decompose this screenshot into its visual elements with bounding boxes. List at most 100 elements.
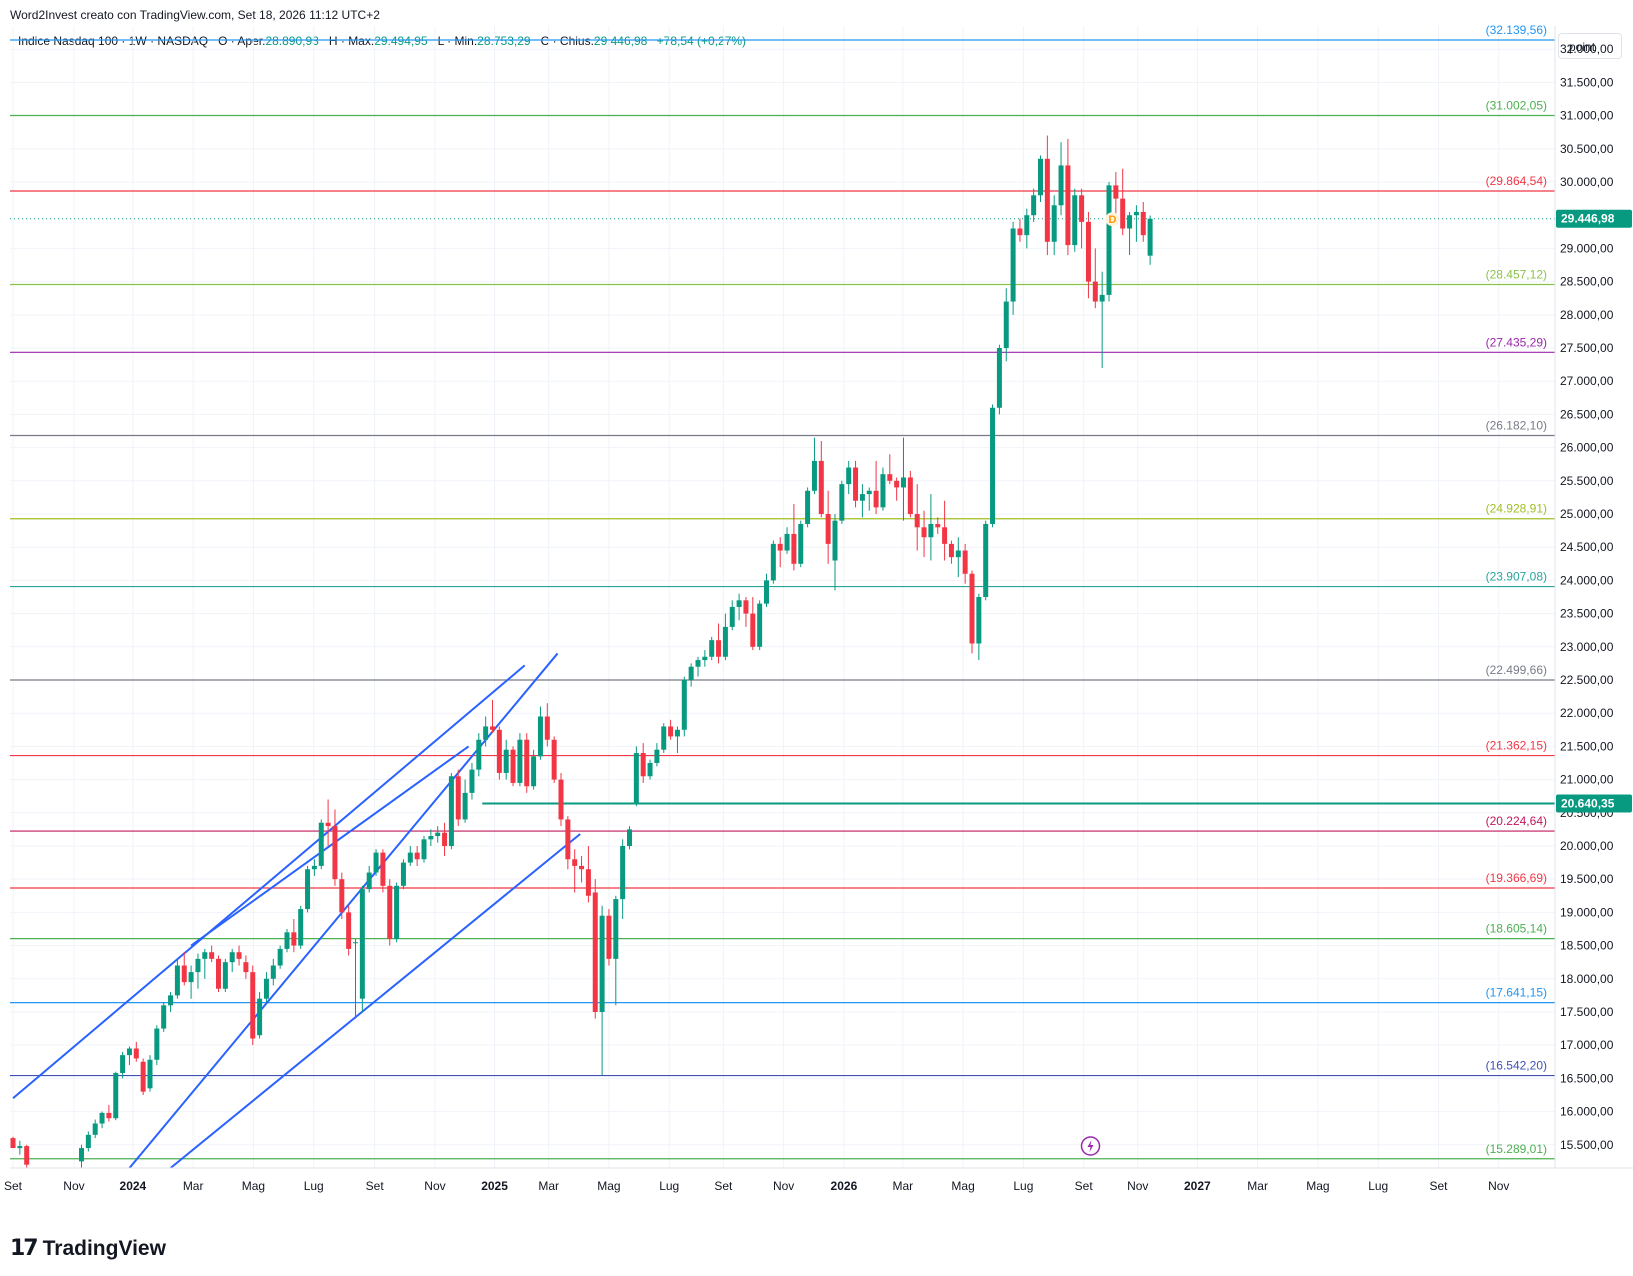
candle[interactable] — [257, 992, 263, 1039]
scale-mode-button[interactable]: point — [1558, 33, 1622, 59]
candle[interactable] — [277, 945, 283, 969]
candle[interactable] — [284, 928, 290, 953]
candle[interactable] — [209, 945, 215, 963]
candle[interactable] — [654, 743, 660, 767]
candle[interactable] — [846, 460, 852, 495]
candle[interactable] — [195, 953, 201, 989]
candle[interactable] — [750, 597, 756, 651]
candle[interactable] — [757, 600, 763, 651]
candle[interactable] — [325, 799, 331, 846]
candle[interactable] — [202, 948, 208, 979]
candle[interactable] — [770, 540, 776, 584]
candle[interactable] — [366, 865, 372, 893]
trendline[interactable] — [128, 652, 559, 1168]
candle[interactable] — [435, 826, 441, 843]
candle[interactable] — [976, 593, 982, 661]
candle[interactable] — [531, 749, 537, 790]
candle[interactable] — [866, 487, 872, 511]
candle[interactable] — [510, 746, 516, 787]
candle[interactable] — [811, 437, 817, 495]
candle[interactable] — [791, 504, 797, 571]
candle[interactable] — [1072, 188, 1078, 252]
candle[interactable] — [305, 865, 311, 913]
candle[interactable] — [263, 972, 269, 1003]
candle[interactable] — [133, 1041, 139, 1062]
candle[interactable] — [414, 845, 420, 866]
candle[interactable] — [695, 656, 701, 677]
candle[interactable] — [743, 597, 749, 627]
candle[interactable] — [599, 905, 605, 1076]
candle[interactable] — [681, 676, 687, 737]
candle[interactable] — [996, 344, 1002, 415]
candle[interactable] — [346, 905, 352, 956]
candle[interactable] — [928, 494, 934, 561]
candle[interactable] — [544, 703, 550, 747]
candle[interactable] — [24, 1144, 30, 1168]
candle[interactable] — [428, 829, 434, 846]
candle[interactable] — [161, 1002, 167, 1032]
candle[interactable] — [311, 859, 317, 876]
candle[interactable] — [579, 855, 585, 883]
candle[interactable] — [859, 484, 865, 518]
candle[interactable] — [188, 965, 194, 999]
candle[interactable] — [442, 822, 448, 856]
candle[interactable] — [935, 517, 941, 534]
candle[interactable] — [455, 769, 461, 827]
candle[interactable] — [380, 849, 386, 893]
candle[interactable] — [640, 743, 646, 783]
candle[interactable] — [620, 839, 626, 920]
candle[interactable] — [606, 909, 612, 966]
candle[interactable] — [222, 958, 228, 993]
candle[interactable] — [1079, 188, 1085, 249]
candle[interactable] — [1120, 168, 1126, 236]
candle[interactable] — [907, 470, 913, 518]
candle[interactable] — [551, 736, 557, 783]
trendline[interactable] — [12, 664, 526, 1100]
candle[interactable] — [572, 849, 578, 893]
candle[interactable] — [914, 484, 920, 551]
candle[interactable] — [1058, 142, 1064, 216]
events-lightning-icon[interactable] — [1080, 1136, 1101, 1156]
candle[interactable] — [613, 895, 619, 1006]
candle[interactable] — [1017, 218, 1023, 242]
candle[interactable] — [661, 723, 667, 754]
candle[interactable] — [674, 726, 680, 754]
candle[interactable] — [448, 772, 454, 850]
candle[interactable] — [387, 879, 393, 946]
candle[interactable] — [798, 520, 804, 568]
candle[interactable] — [1065, 138, 1071, 256]
candle[interactable] — [1106, 182, 1112, 302]
candle[interactable] — [839, 480, 845, 524]
candle[interactable] — [702, 650, 708, 667]
candle[interactable] — [236, 945, 242, 966]
candle[interactable] — [373, 849, 379, 876]
candle[interactable] — [140, 1058, 146, 1095]
candle[interactable] — [229, 948, 235, 973]
candle[interactable] — [503, 739, 509, 780]
candle[interactable] — [92, 1119, 98, 1139]
candle[interactable] — [1113, 172, 1119, 222]
candle[interactable] — [85, 1131, 91, 1152]
candle[interactable] — [716, 623, 722, 664]
candle[interactable] — [764, 573, 769, 607]
candle[interactable] — [873, 460, 879, 515]
candle[interactable] — [154, 1025, 160, 1066]
candle[interactable] — [901, 437, 906, 521]
candle[interactable] — [298, 905, 304, 949]
candle[interactable] — [147, 1055, 153, 1092]
candle[interactable] — [894, 477, 900, 501]
candle[interactable] — [948, 540, 954, 564]
candle[interactable] — [585, 845, 591, 903]
trendline[interactable] — [190, 745, 470, 947]
candle[interactable] — [353, 938, 358, 1019]
candle[interactable] — [921, 510, 927, 558]
candle[interactable] — [627, 826, 632, 850]
candle[interactable] — [962, 543, 968, 584]
candle[interactable] — [524, 733, 530, 793]
candle[interactable] — [1003, 288, 1009, 362]
dividend-marker-icon[interactable] — [1105, 212, 1120, 227]
candle[interactable] — [729, 600, 735, 631]
candle[interactable] — [291, 919, 297, 953]
candle[interactable] — [990, 404, 996, 528]
